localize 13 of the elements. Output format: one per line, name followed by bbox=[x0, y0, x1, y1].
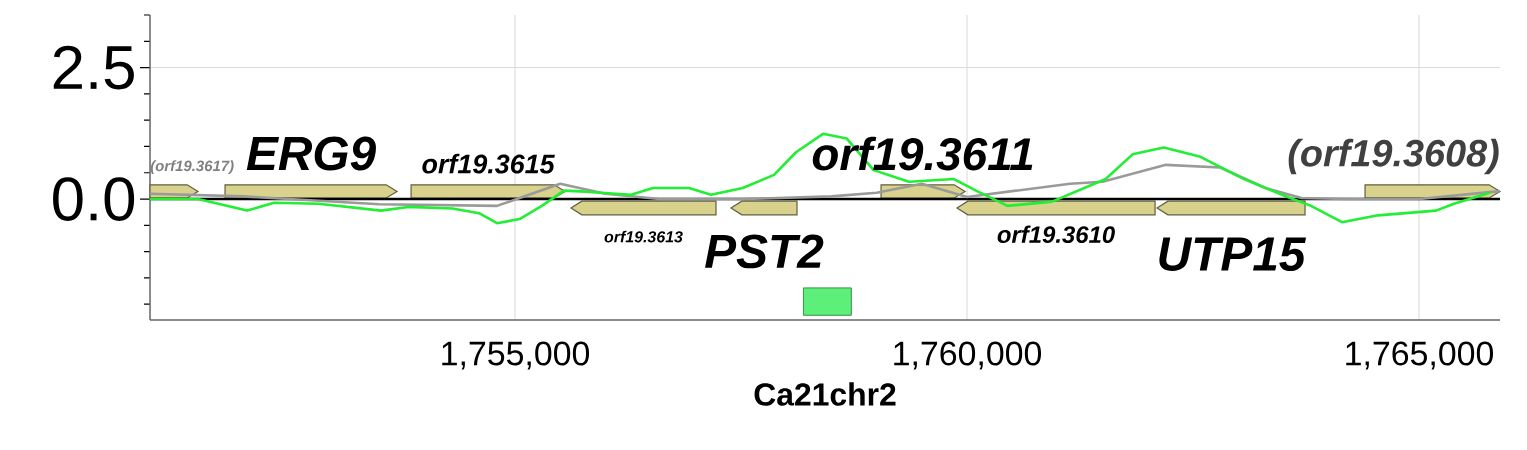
band-label: (orf19.3608) bbox=[1288, 138, 1499, 175]
band-label: orf19.3613 bbox=[604, 230, 683, 243]
band-label: UTP15 bbox=[1159, 237, 1306, 271]
x-axis-title: Ca21chr2 bbox=[754, 382, 896, 406]
band-label: PST2 bbox=[705, 234, 824, 269]
x-tick-label: 1,765,000 bbox=[1346, 341, 1494, 370]
band-label: ERG9 bbox=[246, 136, 376, 171]
x-tick-label: 1,760,000 bbox=[894, 341, 1042, 370]
x-tick-label: 1,755,000 bbox=[442, 341, 590, 370]
y-tick-label: 0.0 bbox=[53, 177, 135, 221]
y-tick-label: 2.5 bbox=[53, 45, 134, 90]
band-label: orf19.3615 bbox=[422, 153, 555, 174]
band-label: orf19.3610 bbox=[997, 225, 1115, 244]
